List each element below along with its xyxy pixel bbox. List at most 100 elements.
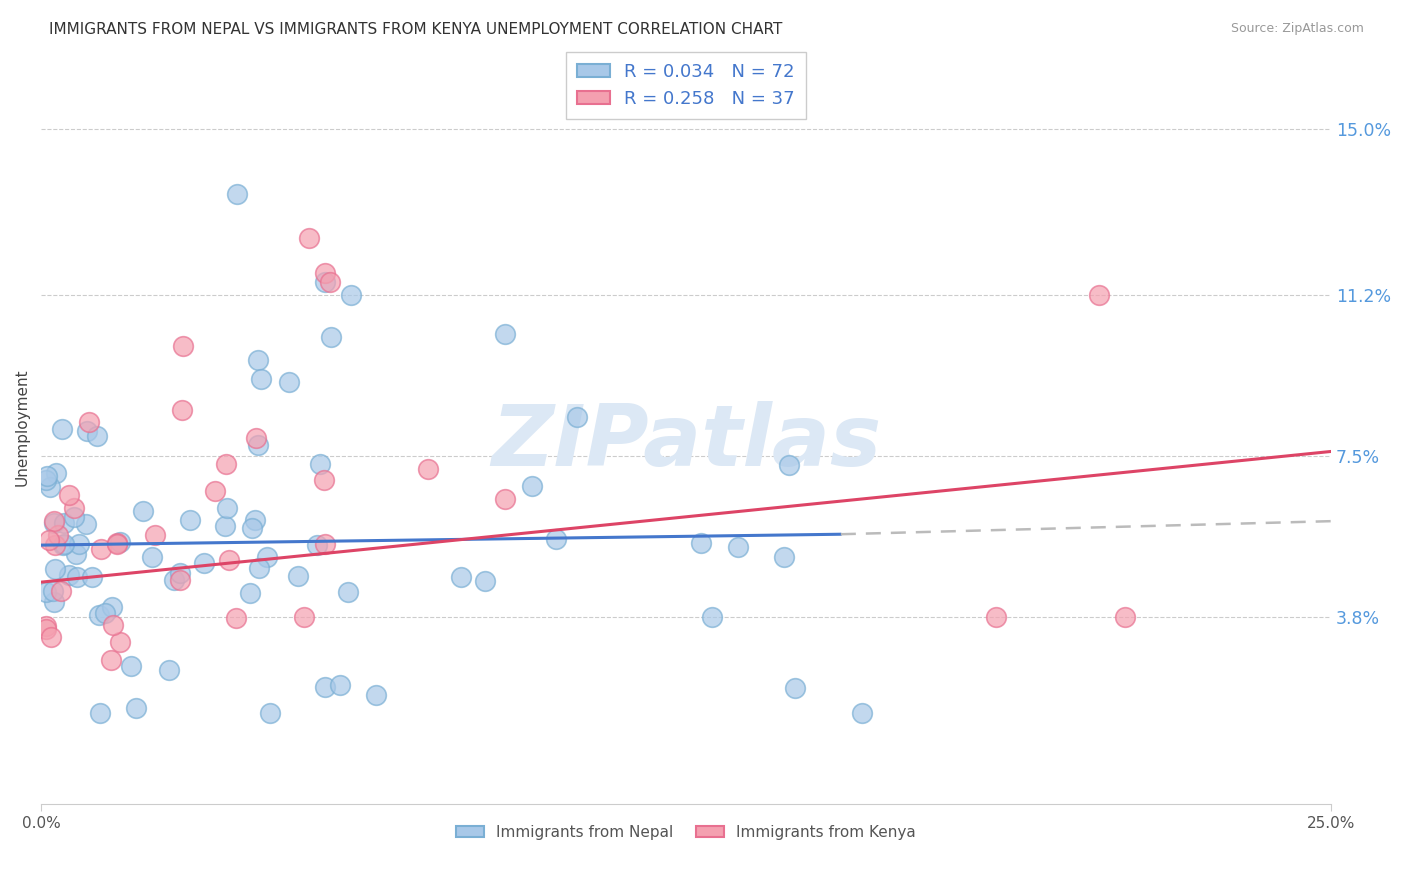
Point xyxy=(101,599,124,614)
Text: Source: ZipAtlas.com: Source: ZipAtlas.com xyxy=(1230,22,1364,36)
Point xyxy=(39,630,62,644)
Point xyxy=(105,537,128,551)
Point xyxy=(314,275,336,289)
Point xyxy=(49,583,72,598)
Point xyxy=(785,681,807,695)
Point xyxy=(120,659,142,673)
Point xyxy=(141,550,163,565)
Point xyxy=(314,536,336,550)
Point xyxy=(321,330,343,344)
Point xyxy=(474,574,496,588)
Point xyxy=(218,553,240,567)
Point xyxy=(46,527,69,541)
Point xyxy=(41,584,63,599)
Point xyxy=(51,422,73,436)
Point xyxy=(328,678,350,692)
Point xyxy=(567,410,589,425)
Point xyxy=(44,538,66,552)
Point xyxy=(700,610,723,624)
Point xyxy=(226,187,249,202)
Point xyxy=(169,566,191,580)
Point xyxy=(44,562,66,576)
Point xyxy=(35,619,58,633)
Point xyxy=(63,501,86,516)
Point xyxy=(39,480,62,494)
Point xyxy=(292,609,315,624)
Point xyxy=(1114,610,1136,624)
Point xyxy=(287,569,309,583)
Point xyxy=(58,488,80,502)
Point xyxy=(247,438,270,452)
Point xyxy=(247,560,270,574)
Point xyxy=(309,457,332,471)
Point xyxy=(307,537,329,551)
Point xyxy=(246,353,269,368)
Point xyxy=(94,606,117,620)
Point xyxy=(52,516,75,531)
Point xyxy=(778,458,800,472)
Point xyxy=(37,468,59,483)
Point xyxy=(125,700,148,714)
Point xyxy=(51,538,73,552)
Point xyxy=(239,586,262,600)
Point xyxy=(143,528,166,542)
Point xyxy=(63,510,86,524)
Text: IMMIGRANTS FROM NEPAL VS IMMIGRANTS FROM KENYA UNEMPLOYMENT CORRELATION CHART: IMMIGRANTS FROM NEPAL VS IMMIGRANTS FROM… xyxy=(49,22,783,37)
Point xyxy=(179,514,201,528)
Point xyxy=(240,521,263,535)
Point xyxy=(75,516,97,531)
Point xyxy=(77,415,100,429)
Point xyxy=(86,429,108,443)
Point xyxy=(522,479,544,493)
Point xyxy=(89,706,111,720)
Point xyxy=(243,513,266,527)
Point xyxy=(851,706,873,720)
Point xyxy=(546,533,568,547)
Point xyxy=(215,500,238,515)
Point xyxy=(984,610,1007,624)
Point xyxy=(495,326,517,341)
Point xyxy=(35,473,58,487)
Point xyxy=(450,570,472,584)
Point xyxy=(193,557,215,571)
Point xyxy=(298,231,321,245)
Point xyxy=(87,608,110,623)
Point xyxy=(172,339,194,353)
Point xyxy=(249,371,271,385)
Point xyxy=(169,573,191,587)
Point xyxy=(256,549,278,564)
Point xyxy=(103,618,125,632)
Point xyxy=(105,535,128,549)
Point xyxy=(65,548,87,562)
Point xyxy=(1088,287,1111,301)
Point xyxy=(35,622,58,636)
Point xyxy=(314,680,336,694)
Point xyxy=(66,570,89,584)
Point xyxy=(277,375,299,389)
Point xyxy=(42,514,65,528)
Point xyxy=(366,689,388,703)
Point xyxy=(110,535,132,549)
Point xyxy=(773,550,796,565)
Point xyxy=(727,541,749,555)
Point xyxy=(35,585,58,599)
Point xyxy=(314,266,336,280)
Y-axis label: Unemployment: Unemployment xyxy=(15,368,30,486)
Legend: Immigrants from Nepal, Immigrants from Kenya: Immigrants from Nepal, Immigrants from K… xyxy=(450,819,922,846)
Point xyxy=(339,287,361,301)
Point xyxy=(170,403,193,417)
Point xyxy=(204,484,226,499)
Point xyxy=(495,492,517,507)
Point xyxy=(225,610,247,624)
Point xyxy=(52,537,75,551)
Point xyxy=(90,542,112,557)
Point xyxy=(67,537,90,551)
Point xyxy=(214,519,236,533)
Point xyxy=(42,516,65,531)
Point xyxy=(416,462,439,476)
Point xyxy=(45,466,67,480)
Point xyxy=(215,457,238,471)
Point xyxy=(132,504,155,518)
Point xyxy=(690,535,713,549)
Point xyxy=(259,706,281,720)
